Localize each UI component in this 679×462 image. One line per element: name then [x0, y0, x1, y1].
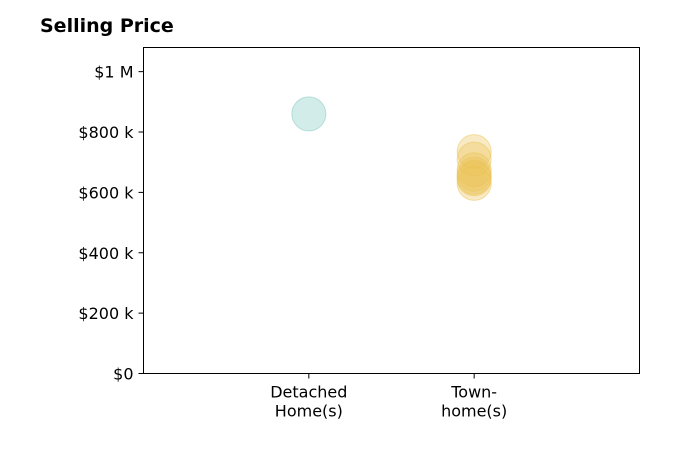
y-tick-label: $400 k [78, 244, 134, 263]
data-point [456, 152, 492, 188]
points-layer [291, 96, 492, 201]
chart-title: Selling Price [40, 15, 174, 37]
data-point [291, 96, 327, 132]
data-point [456, 161, 492, 197]
plot-frame [143, 47, 640, 374]
data-point [456, 141, 492, 177]
y-axis: $0 $200 k $400 k $600 k $800 k $1 M [78, 63, 144, 384]
y-tick-label: $0 [113, 365, 133, 384]
y-tick-label: $800 k [78, 123, 134, 142]
x-tick-label: Town-home(s) [441, 383, 507, 421]
y-tick-label: $1 M [94, 63, 133, 82]
x-axis: Detached Home(s) Town-home(s) [270, 373, 507, 421]
data-point [456, 165, 492, 201]
y-tick-label: $600 k [78, 183, 134, 202]
y-tick-label: $200 k [78, 304, 134, 323]
x-tick-label: Detached Home(s) [270, 383, 347, 421]
data-point [456, 134, 492, 170]
